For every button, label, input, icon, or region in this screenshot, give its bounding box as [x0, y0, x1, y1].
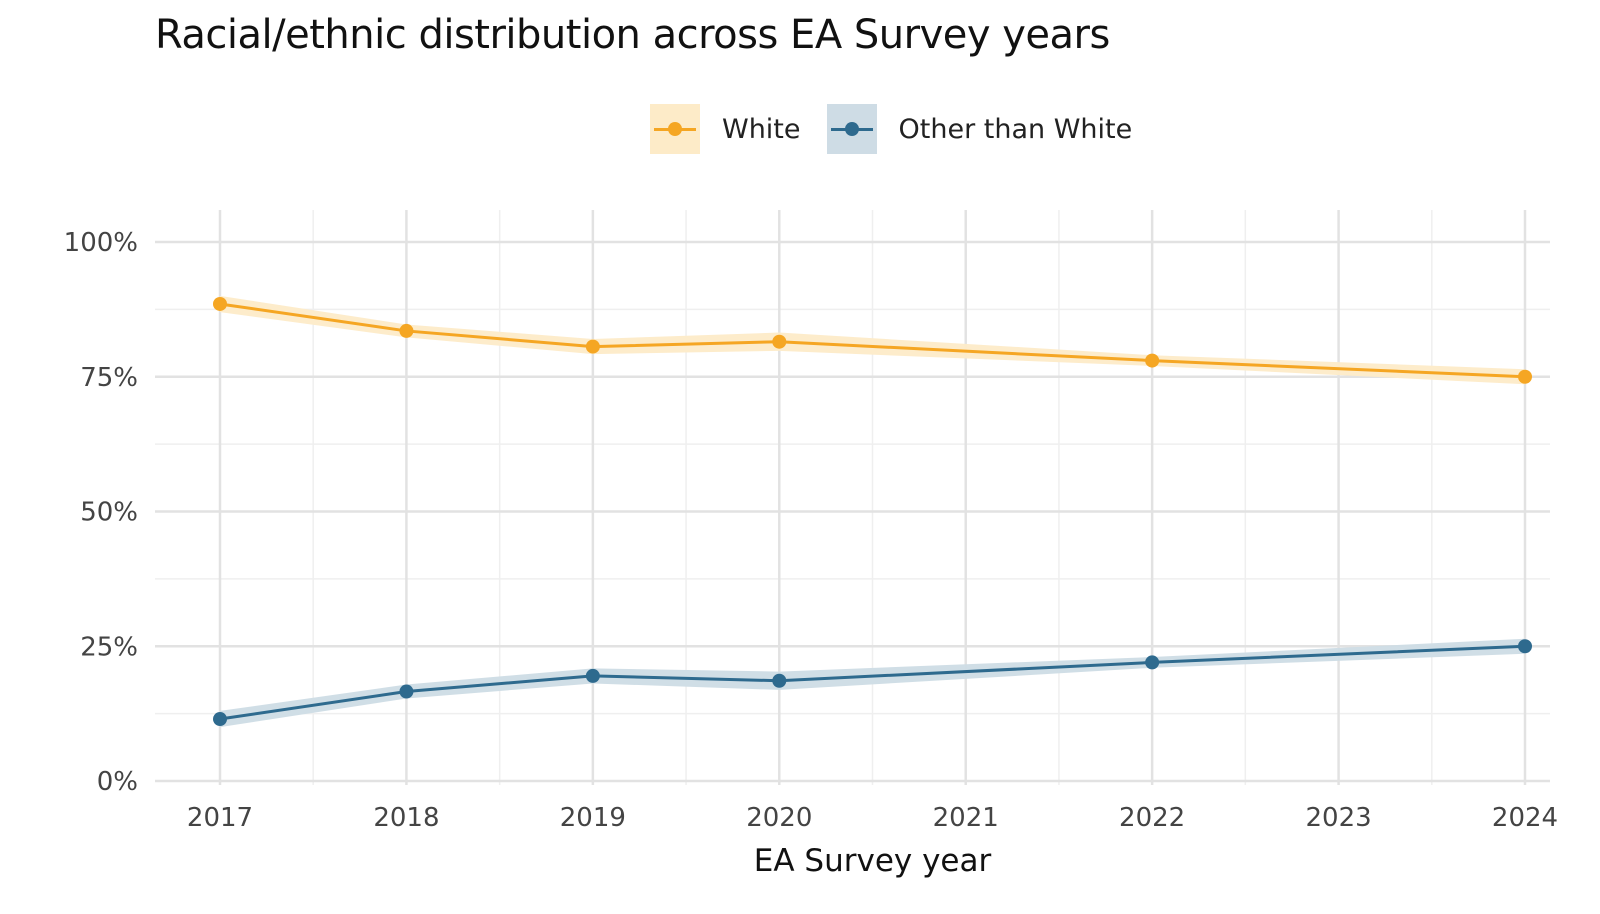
chart-title: Racial/ethnic distribution across EA Sur…	[155, 12, 1110, 58]
legend-label-white: White	[722, 113, 801, 145]
legend: White Other than White	[650, 103, 1158, 155]
data-point-white	[1518, 369, 1532, 384]
series-line-other-than-white	[219, 644, 1526, 721]
legend-label-other-than-white: Other than White	[898, 113, 1133, 145]
x-tick-label: 2018	[373, 803, 439, 833]
x-tick-label: 2021	[933, 803, 999, 833]
data-point-other-than-white	[399, 684, 414, 699]
data-point-other-than-white	[213, 712, 227, 727]
legend-item-other-than-white: Other than White	[826, 104, 1133, 154]
legend-item-white: White	[650, 104, 801, 154]
data-point-white	[772, 334, 787, 349]
legend-key-white	[650, 104, 700, 154]
y-tick-label: 25%	[80, 632, 138, 662]
y-tick-label: 50%	[80, 498, 138, 528]
data-point-white	[213, 296, 227, 311]
y-tick-label: 75%	[80, 363, 138, 393]
x-tick-label: 2024	[1492, 803, 1558, 833]
x-tick-label: 2022	[1119, 803, 1185, 833]
data-point-other-than-white	[585, 668, 600, 683]
legend-key-other-than-white	[826, 104, 877, 154]
x-axis-title: EA Survey year	[754, 843, 992, 879]
y-tick-label: 100%	[64, 228, 138, 258]
data-point-white	[399, 323, 414, 338]
x-tick-label: 2019	[560, 803, 626, 833]
x-tick-label: 2020	[746, 803, 812, 833]
x-tick-label: 2023	[1305, 803, 1371, 833]
data-point-other-than-white	[772, 673, 787, 688]
data-point-white	[585, 339, 600, 354]
data-point-white	[1145, 353, 1160, 368]
y-tick-label: 0%	[97, 767, 138, 797]
x-tick-label: 2017	[187, 803, 253, 833]
data-point-other-than-white	[1518, 639, 1532, 654]
data-point-other-than-white	[1145, 655, 1160, 670]
series-line-white	[219, 302, 1526, 379]
